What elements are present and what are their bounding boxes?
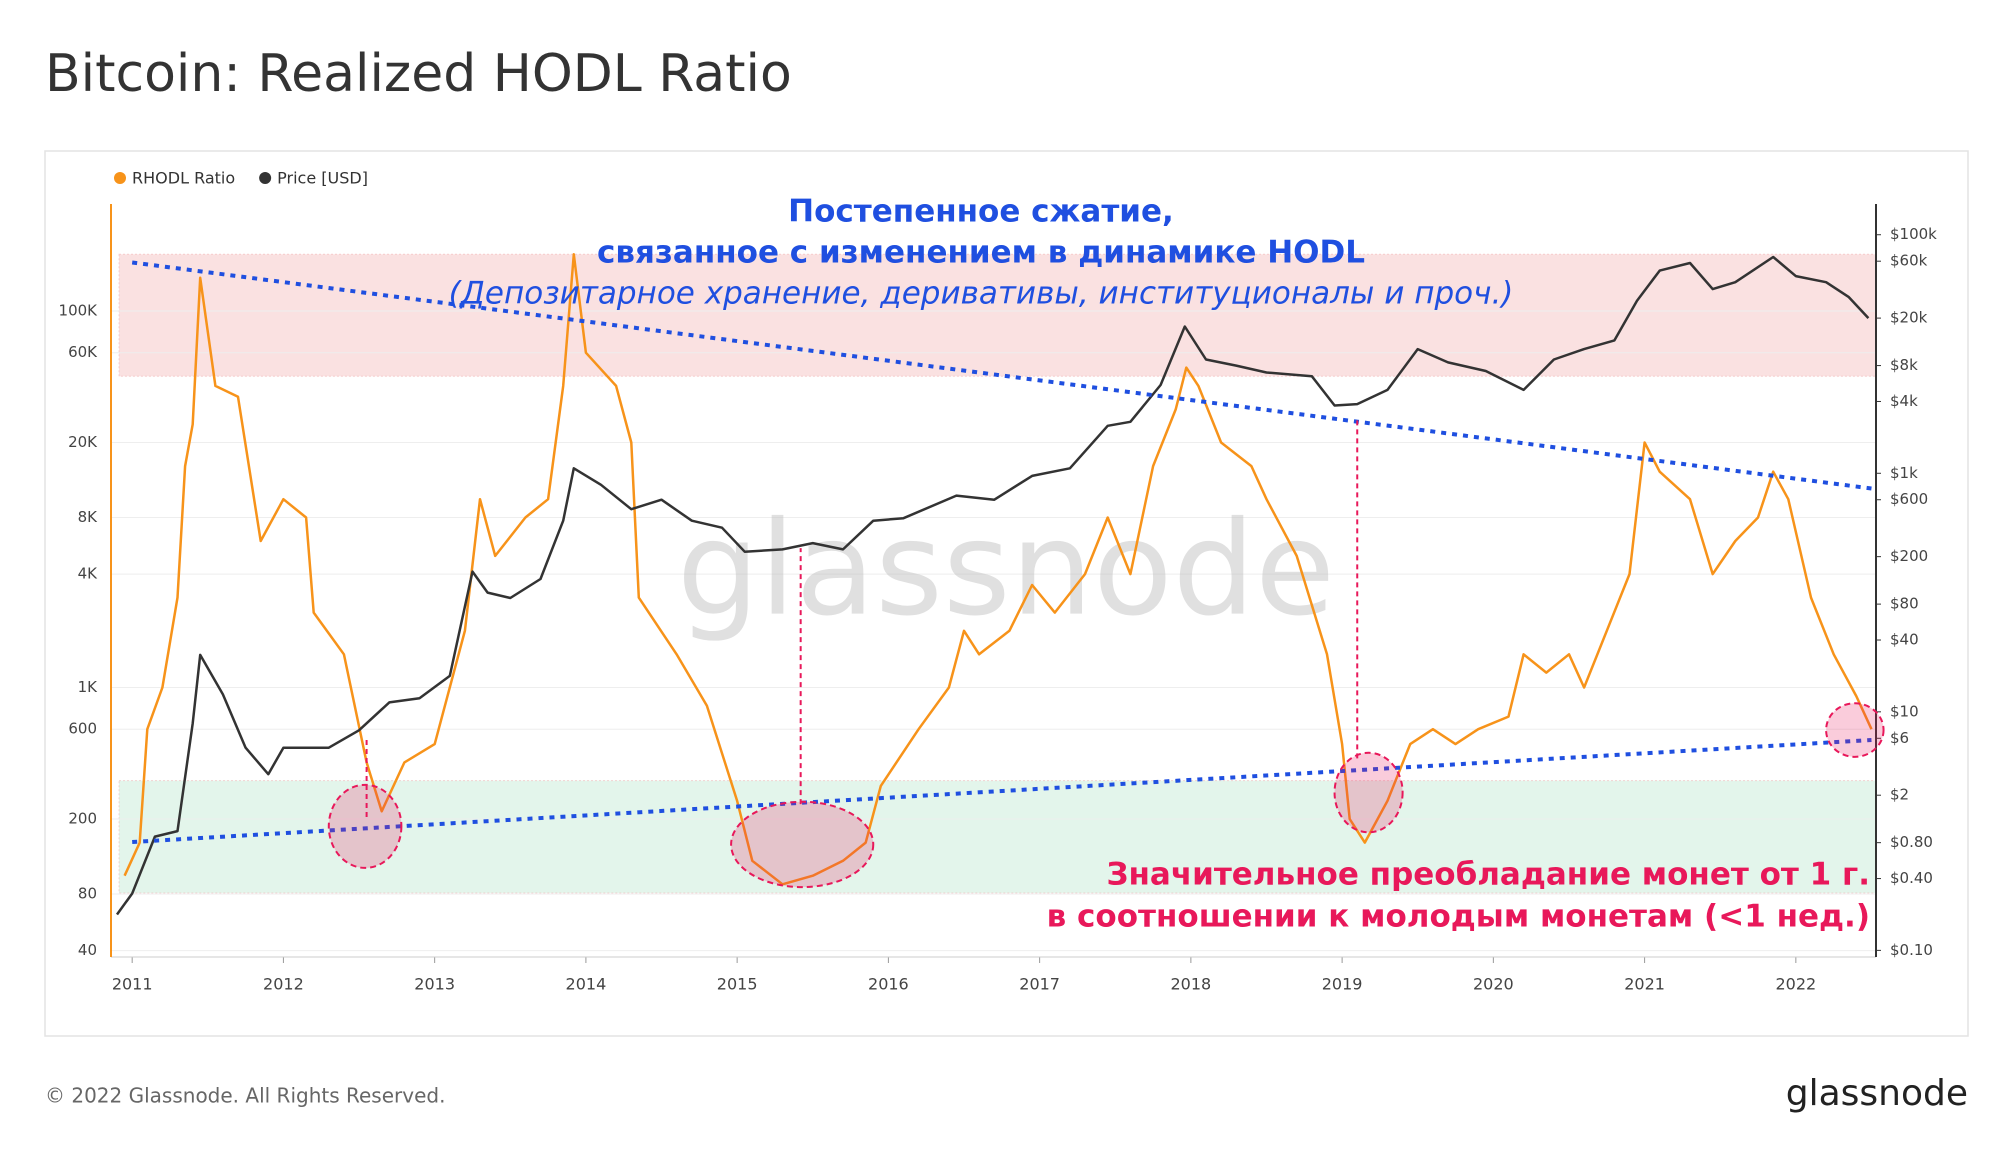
- zone-band: [118, 253, 1877, 377]
- legend-label: Price [USD]: [277, 169, 368, 188]
- y2-tick-label: $0.40: [1890, 869, 1933, 887]
- x-tick-label: 2021: [1624, 975, 1665, 994]
- y2-tick-label: $60k: [1890, 252, 1928, 270]
- highlight: [1825, 702, 1885, 758]
- y2-tick-label: $2: [1890, 786, 1909, 804]
- annotation-bottom: Значительное преобладание монет от 1 г.: [1106, 857, 1870, 893]
- series-line: [123, 253, 1873, 886]
- legend-marker: [114, 172, 126, 184]
- page-title: Bitcoin: Realized HODL Ratio: [45, 44, 792, 104]
- x-tick-label: 2013: [414, 975, 455, 994]
- legend-marker: [259, 172, 272, 184]
- y-tick-label: 4K: [78, 565, 99, 583]
- highlight: [327, 783, 403, 869]
- x-tick-label: 2015: [717, 975, 758, 994]
- highlight: [730, 800, 875, 889]
- x-tick-label: 2012: [263, 975, 304, 994]
- y2-tick-label: $10: [1890, 702, 1919, 720]
- y2-tick-label: $20k: [1890, 309, 1928, 327]
- x-tick-label: 2011: [112, 975, 153, 994]
- y2-tick-label: $0.80: [1890, 833, 1933, 851]
- y-tick-label: 60K: [68, 343, 98, 361]
- y-tick-label: 20K: [68, 433, 98, 451]
- y2-tick-label: $1k: [1890, 464, 1918, 482]
- x-tick-label: 2020: [1473, 975, 1514, 994]
- y2-tick-label: $80: [1890, 595, 1919, 613]
- y-tick-label: 8K: [78, 508, 99, 526]
- y-tick-label: 100K: [59, 301, 99, 319]
- y2-tick-label: $40: [1890, 631, 1919, 649]
- trend-line: [132, 737, 1872, 845]
- y-tick-label: 40: [78, 941, 97, 959]
- annotation-bottom: в соотношении к молодым монетам (<1 нед.…: [1047, 899, 1870, 935]
- y2-tick-label: $0.10: [1890, 941, 1933, 959]
- highlight: [1333, 751, 1404, 834]
- y-tick-label: 600: [68, 720, 97, 738]
- annotation-top: связанное с изменением в динамике HODL: [597, 235, 1365, 271]
- logo: glassnode: [1786, 1073, 1968, 1114]
- y2-tick-label: $600: [1890, 490, 1928, 508]
- x-tick-label: 2018: [1171, 975, 1212, 994]
- y2-tick-label: $100k: [1890, 225, 1937, 243]
- chart-card: [44, 150, 1969, 1037]
- y-tick-label: 200: [68, 810, 97, 828]
- legend-label: RHODL Ratio: [132, 169, 235, 188]
- x-tick-label: 2019: [1322, 975, 1363, 994]
- y2-tick-label: $8k: [1890, 356, 1918, 374]
- y-tick-label: 1K: [78, 678, 99, 696]
- x-tick-label: 2014: [566, 975, 607, 994]
- watermark: glassnode: [677, 493, 1335, 645]
- copyright: © 2022 Glassnode. All Rights Reserved.: [45, 1084, 445, 1108]
- annotation-top: Постепенное сжатие,: [788, 194, 1174, 230]
- y2-tick-label: $200: [1890, 547, 1928, 565]
- y2-tick-label: $4k: [1890, 392, 1918, 410]
- annotation-top: (Депозитарное хранение, деривативы, инст…: [449, 276, 1514, 312]
- y-tick-label: 80: [78, 884, 97, 902]
- series-line: [115, 255, 1870, 916]
- y2-tick-label: $6: [1890, 729, 1909, 747]
- x-tick-label: 2016: [868, 975, 909, 994]
- x-tick-label: 2022: [1775, 975, 1816, 994]
- x-tick-label: 2017: [1019, 975, 1060, 994]
